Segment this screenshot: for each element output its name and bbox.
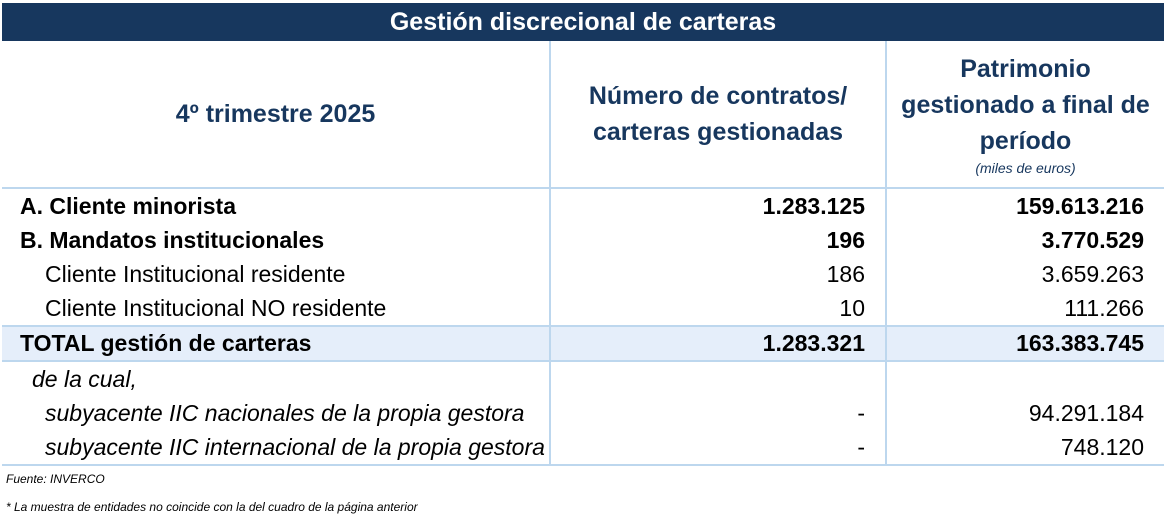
table-row: subyacente IIC nacionales de la propia g…: [2, 396, 1164, 430]
row-assets: 159.613.216: [885, 188, 1164, 223]
row-contracts: 196: [549, 223, 886, 257]
row-assets: [885, 361, 1164, 396]
row-assets: 3.659.263: [885, 257, 1164, 291]
table-row: Cliente Institucional residente 186 3.65…: [2, 257, 1164, 291]
total-row: TOTAL gestión de carteras 1.283.321 163.…: [2, 325, 1164, 362]
row-label: Cliente Institucional residente: [45, 260, 346, 287]
contracts-header-line2: carteras gestionadas: [592, 118, 844, 146]
assets-header-line2: gestionado a final de: [901, 90, 1150, 119]
row-assets: 94.291.184: [885, 396, 1164, 430]
assets-header: Patrimonio gestionado a final de período…: [885, 41, 1164, 189]
row-contracts: 10: [549, 291, 886, 326]
row-label: A. Cliente minorista: [20, 192, 236, 219]
table-row: subyacente IIC internacional de la propi…: [2, 430, 1164, 466]
row-assets: 163.383.745: [885, 325, 1164, 362]
table-row: de la cual,: [2, 361, 1164, 396]
source-note: Fuente: INVERCO: [6, 472, 105, 486]
row-label: de la cual,: [32, 365, 137, 392]
row-assets: 748.120: [885, 430, 1164, 466]
row-label: subyacente IIC internacional de la propi…: [2, 430, 550, 466]
assets-header-line1: Patrimonio: [960, 54, 1091, 83]
row-contracts: 186: [549, 257, 886, 291]
row-contracts: -: [549, 396, 886, 430]
table-header-row: 4º trimestre 2025 Número de contratos/ c…: [2, 41, 1164, 189]
contracts-header-line1: Número de contratos/: [588, 81, 848, 110]
sample-footnote: * La muestra de entidades no coincide co…: [6, 500, 418, 514]
table-row: Cliente Institucional NO residente 10 11…: [2, 291, 1164, 326]
table-title: Gestión discrecional de carteras: [2, 3, 1164, 41]
row-label: TOTAL gestión de carteras: [2, 325, 550, 362]
period-header: 4º trimestre 2025: [2, 41, 550, 189]
contracts-header: Número de contratos/ carteras gestionada…: [549, 41, 886, 189]
portfolio-table: 4º trimestre 2025 Número de contratos/ c…: [2, 41, 1164, 466]
row-assets: 3.770.529: [885, 223, 1164, 257]
table-row: A. Cliente minorista 1.283.125 159.613.2…: [2, 188, 1164, 223]
row-contracts: 1.283.125: [549, 188, 886, 223]
row-assets: 111.266: [885, 291, 1164, 326]
row-contracts: [549, 361, 886, 396]
assets-unit-note: (miles de euros): [975, 160, 1076, 177]
row-label: Cliente Institucional NO residente: [45, 294, 387, 321]
row-label: subyacente IIC nacionales de la propia g…: [45, 399, 525, 426]
row-contracts: -: [549, 430, 886, 466]
row-contracts: 1.283.321: [549, 325, 886, 362]
table-row: B. Mandatos institucionales 196 3.770.52…: [2, 223, 1164, 257]
assets-header-line3: período: [979, 127, 1072, 156]
row-label: B. Mandatos institucionales: [20, 226, 325, 253]
